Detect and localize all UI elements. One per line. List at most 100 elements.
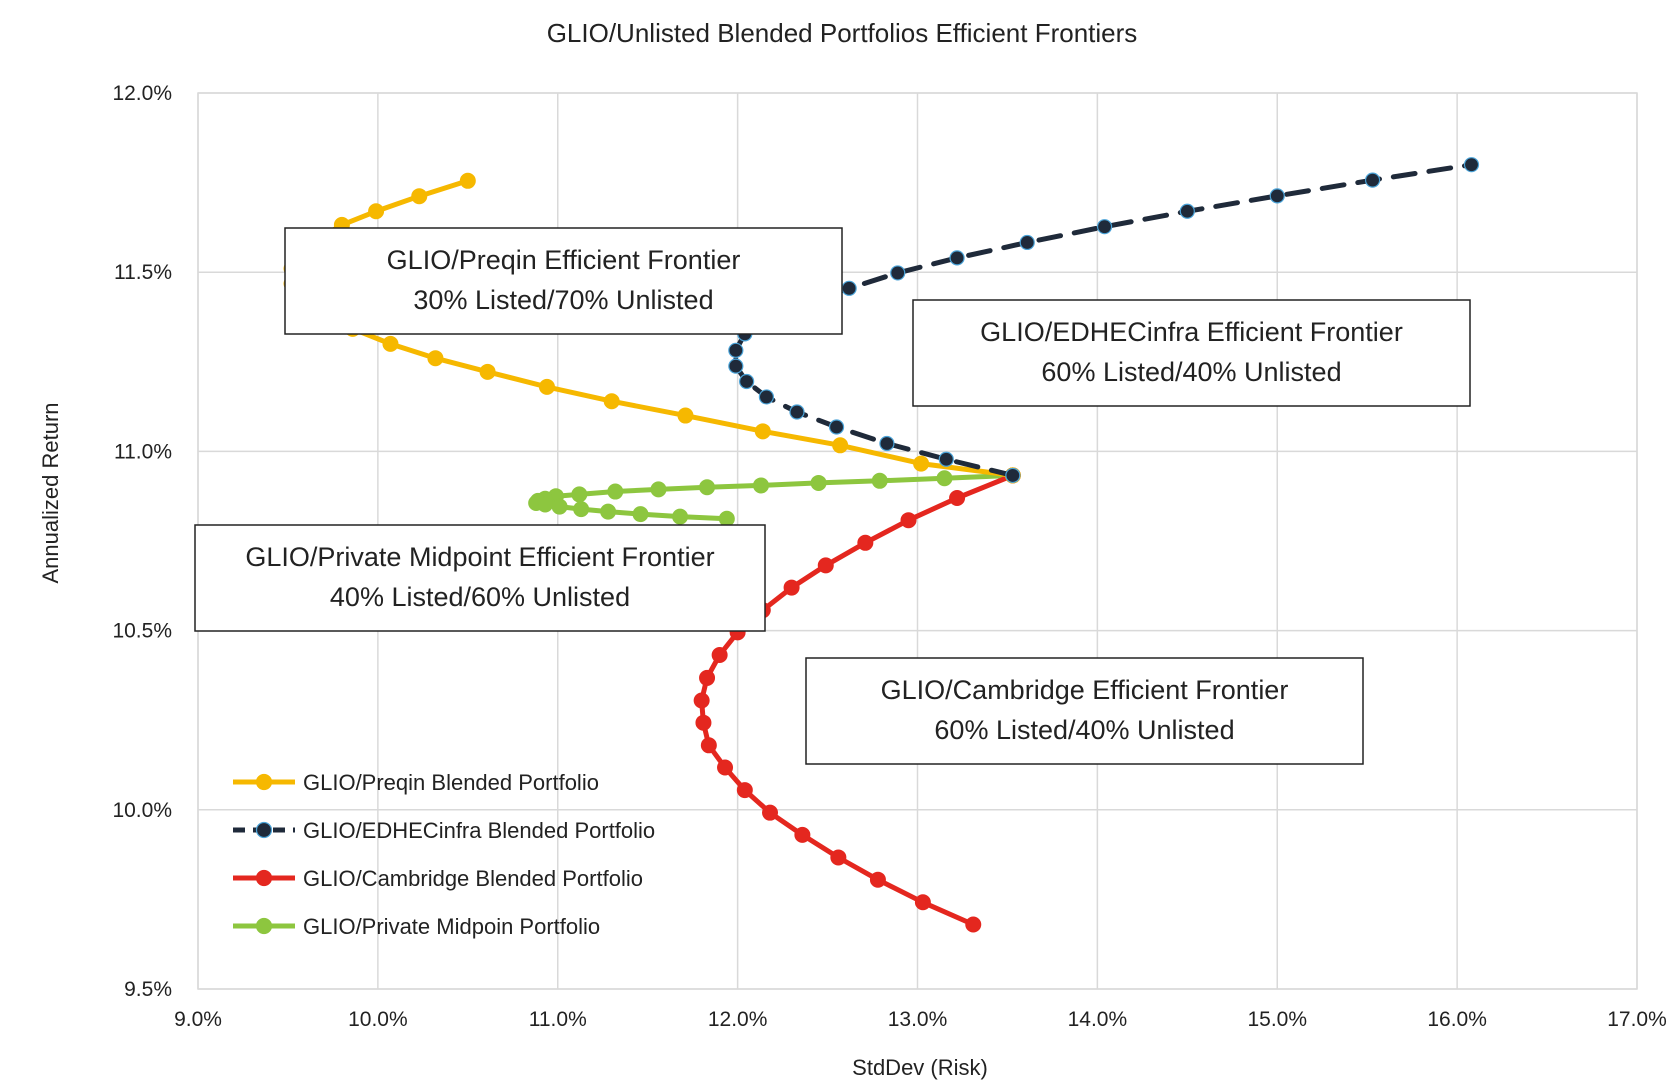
y-axis-label: Annualized Return: [38, 402, 63, 583]
data-point: [551, 498, 568, 515]
data-point: [869, 871, 886, 888]
data-point: [828, 419, 845, 435]
data-point: [1269, 188, 1285, 204]
data-point: [879, 435, 895, 452]
y-tick-label: 9.5%: [124, 978, 172, 1001]
data-point: [789, 404, 805, 420]
annotation-text: 60% Listed/40% Unlisted: [1041, 357, 1341, 387]
data-point: [600, 503, 617, 520]
data-point: [571, 486, 588, 503]
legend-swatch-marker: [255, 869, 273, 887]
data-point: [699, 669, 716, 686]
data-point: [411, 188, 428, 205]
data-point: [728, 358, 744, 374]
legend-entry-glio-cambridge-blended-portfolio: GLIO/Cambridge Blended Portfolio: [233, 866, 643, 891]
x-tick-label: 17.0%: [1607, 1008, 1667, 1031]
annotation-text: 60% Listed/40% Unlisted: [934, 715, 1234, 745]
data-point: [728, 342, 744, 358]
data-point: [949, 489, 966, 506]
data-point: [718, 510, 735, 527]
data-point: [936, 470, 953, 487]
data-point: [632, 506, 649, 523]
data-point: [382, 335, 399, 352]
legend-swatch-marker: [255, 773, 273, 791]
annotation-box-edhec: GLIO/EDHECinfra Efficient Frontier 60% Li…: [912, 299, 1471, 407]
data-point: [1096, 219, 1113, 235]
y-tick-label: 10.0%: [112, 799, 172, 822]
data-point: [914, 894, 931, 911]
data-point: [794, 826, 811, 843]
data-point: [890, 265, 906, 281]
data-point: [693, 692, 710, 709]
data-point: [695, 714, 712, 731]
legend: GLIO/Preqin Blended Portfolio GLIO/EDHECi…: [233, 770, 655, 939]
data-point: [711, 646, 728, 663]
x-tick-label: 12.0%: [708, 1008, 768, 1031]
data-point: [672, 508, 689, 525]
x-axis-label: StdDev (Risk): [852, 1055, 988, 1080]
data-point: [537, 496, 554, 513]
annotation-boxes: GLIO/Preqin Efficient Frontier 30% Listed…: [194, 227, 1471, 765]
data-point: [913, 455, 930, 472]
data-point: [938, 451, 954, 467]
x-tick-label: 11.0%: [529, 1008, 587, 1031]
data-point: [538, 378, 555, 395]
legend-entry-glio-private-midpoin-portfolio: GLIO/Private Midpoin Portfolio: [233, 914, 600, 939]
data-point: [459, 172, 476, 189]
data-point: [717, 759, 734, 776]
data-point: [427, 350, 444, 367]
y-tick-label: 11.0%: [114, 440, 172, 463]
annotation-box-preqin: GLIO/Preqin Efficient Frontier 30% Listed…: [284, 227, 843, 335]
data-point: [368, 203, 385, 220]
data-point: [900, 512, 917, 529]
x-tick-label: 13.0%: [888, 1008, 948, 1031]
data-point: [783, 579, 800, 596]
annotation-frame: [805, 657, 1364, 765]
annotation-box-private: GLIO/Private Midpoint Efficient Frontier…: [194, 524, 766, 632]
annotation-frame: [194, 524, 766, 632]
data-point: [739, 373, 755, 390]
legend-label: GLIO/Cambridge Blended Portfolio: [303, 866, 643, 891]
legend-entry-glio-edhecinfra-blended-portfolio: GLIO/EDHECinfra Blended Portfolio: [233, 818, 655, 843]
data-point: [700, 737, 717, 754]
legend-label: GLIO/Private Midpoin Portfolio: [303, 914, 600, 939]
x-tick-label: 15.0%: [1247, 1008, 1307, 1031]
axis-ticks: 9.0% 10.0% 11.0% 12.0% 13.0% 14.0% 15.0% 16.0% 1…: [112, 82, 1666, 1031]
data-point: [1179, 203, 1195, 219]
annotation-frame: [284, 227, 843, 335]
x-tick-label: 9.0%: [174, 1008, 222, 1031]
data-point: [754, 423, 771, 440]
annotation-box-cambridge: GLIO/Cambridge Efficient Frontier 60% Lis…: [805, 657, 1364, 765]
data-point: [949, 250, 965, 266]
data-point: [573, 501, 590, 518]
y-tick-label: 12.0%: [112, 82, 172, 105]
data-point: [677, 407, 694, 424]
data-point: [1019, 234, 1035, 251]
legend-entry-glio-preqin-blended-portfolio: GLIO/Preqin Blended Portfolio: [233, 770, 599, 795]
annotation-text: GLIO/Cambridge Efficient Frontier: [881, 675, 1289, 705]
chart-title: GLIO/Unlisted Blended Portfolios Efficie…: [547, 18, 1138, 48]
data-point: [699, 479, 716, 496]
x-tick-label: 16.0%: [1427, 1008, 1487, 1031]
data-point: [857, 534, 874, 551]
legend-swatch-marker: [255, 821, 273, 839]
legend-label: GLIO/EDHECinfra Blended Portfolio: [303, 818, 655, 843]
data-point: [479, 363, 496, 380]
y-tick-label: 10.5%: [112, 620, 172, 643]
y-tick-label: 11.5%: [114, 261, 172, 284]
data-point: [603, 393, 620, 410]
data-point: [762, 804, 779, 821]
annotation-text: GLIO/Private Midpoint Efficient Frontier: [245, 542, 714, 572]
data-point: [1364, 172, 1381, 188]
data-point: [1463, 157, 1480, 173]
data-point: [607, 483, 624, 500]
data-point: [736, 782, 753, 799]
data-point: [832, 437, 849, 454]
data-point: [810, 474, 827, 491]
series-glio-private-midpoin-portfolio: [528, 467, 1021, 527]
annotation-text: GLIO/Preqin Efficient Frontier: [387, 245, 741, 275]
data-point: [758, 389, 775, 405]
annotation-text: GLIO/EDHECinfra Efficient Frontier: [980, 317, 1403, 347]
legend-label: GLIO/Preqin Blended Portfolio: [303, 770, 599, 795]
